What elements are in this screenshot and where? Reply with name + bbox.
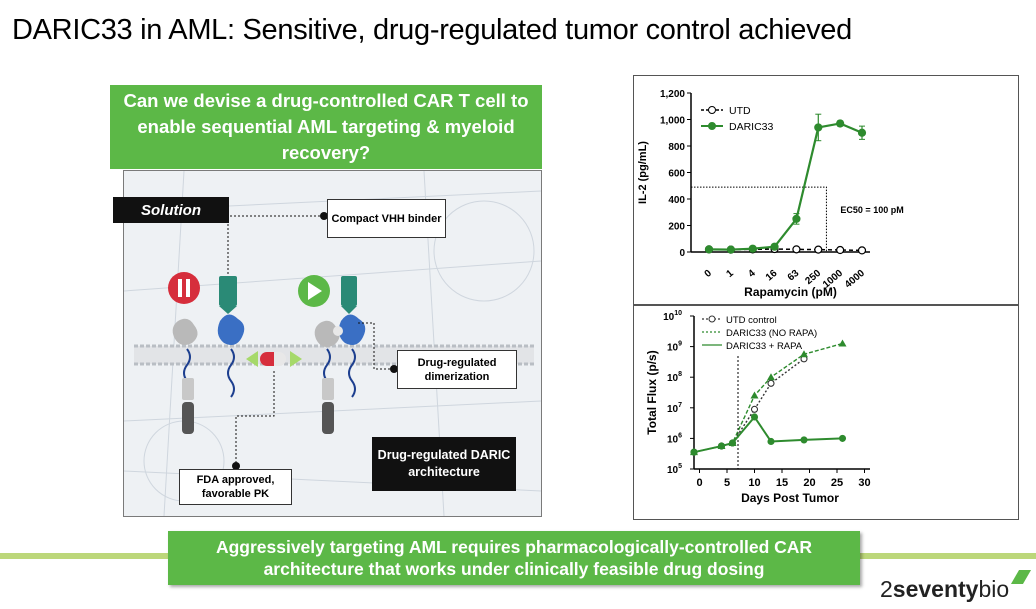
series-line (708, 122, 863, 251)
legend-label: DARIC33 (729, 121, 774, 133)
data-point (857, 246, 867, 255)
x-axis-label: Rapamycin (pM) (744, 285, 837, 299)
callout-fda-approved: FDA approved, favorable PK (179, 469, 292, 505)
y-tick-label: 109 (667, 341, 682, 354)
data-point (750, 391, 759, 399)
y-axis-label: Total Flux (p/s) (645, 350, 659, 434)
x-tick-label: 25 (831, 477, 843, 489)
data-point (857, 128, 867, 137)
legend-marker (708, 122, 716, 130)
y-tick-label: 107 (667, 402, 682, 415)
flux-chart-panel: 105 106 107 108 109 1010 0 5 10 15 20 25 30 Total Flu… (633, 305, 1019, 520)
ec50-guide (691, 186, 827, 252)
callout-vhh-binder: Compact VHH binder (327, 199, 446, 238)
legend-label: DARIC33 + RAPA (726, 341, 803, 352)
ec50-annotation: EC50 = 100 pM (840, 205, 903, 215)
x-tick-label: 20 (803, 477, 815, 489)
question-text: Can we devise a drug-controlled CAR T ce… (123, 90, 529, 163)
data-point (767, 373, 775, 381)
x-tick-label: 0 (696, 477, 702, 489)
data-point (792, 214, 801, 223)
x-tick-label: 0 (703, 268, 715, 280)
x-tick-label: 16 (764, 268, 780, 284)
legend-label: DARIC33 (NO RAPA) (726, 328, 817, 339)
y-tick-label: 600 (668, 169, 685, 180)
data-point (838, 339, 847, 347)
play-icon (298, 275, 330, 307)
x-tick-label: 1 (724, 268, 736, 280)
solution-label: Solution (113, 197, 229, 223)
y-tick-label: 0 (679, 248, 685, 259)
x-tick-label: 63 (786, 268, 802, 284)
x-tick-label: 4000 (843, 268, 867, 291)
y-tick-label: 800 (668, 142, 685, 153)
y-tick-label: 1,200 (660, 89, 685, 100)
y-tick-label: 200 (668, 222, 685, 233)
logo-slash-icon (1010, 570, 1032, 584)
data-point (814, 123, 823, 132)
y-tick-label: 1010 (663, 310, 682, 323)
data-point (767, 379, 775, 387)
data-point (836, 119, 845, 128)
x-tick-label: 10 (748, 477, 760, 489)
x-tick-label: 15 (776, 477, 788, 489)
data-point (748, 244, 757, 253)
pause-icon (168, 272, 200, 304)
x-tick-label: 5 (724, 477, 730, 489)
data-point (750, 405, 759, 413)
il2-chart-panel: 0 200 400 600 800 1,000 1,200 0 1 4 16 63 250 1000 400… (633, 75, 1019, 305)
company-logo: 2seventybio (880, 570, 1032, 603)
slide-title: DARIC33 in AML: Sensitive, drug-regulate… (12, 14, 852, 46)
x-tick-label: 30 (858, 477, 870, 489)
legend-label: UTD control (726, 315, 777, 326)
data-point (792, 245, 801, 254)
data-point (800, 350, 808, 358)
y-tick-label: 1,000 (660, 116, 685, 127)
data-point (726, 245, 735, 254)
logo-suffix: bio (978, 576, 1010, 602)
series-line (693, 358, 805, 453)
architecture-box: Drug-regulated DARIC architecture (372, 437, 516, 491)
data-point (836, 245, 845, 255)
legend-marker (708, 106, 716, 114)
data-point (690, 448, 698, 456)
series-line (693, 415, 843, 454)
y-tick-label: 105 (667, 463, 682, 476)
data-point (728, 439, 737, 447)
y-tick-label: 108 (667, 371, 682, 384)
question-banner: Can we devise a drug-controlled CAR T ce… (110, 85, 542, 169)
legend-marker (708, 315, 716, 323)
data-point (800, 436, 808, 444)
callout-dimerization: Drug-regulated dimerization (397, 350, 517, 389)
conclusion-banner: Aggressively targeting AML requires phar… (168, 531, 860, 585)
logo-bold: seventy (892, 576, 979, 602)
x-axis-label: Days Post Tumor (741, 491, 839, 505)
data-point (767, 437, 775, 446)
y-tick-label: 106 (667, 432, 682, 445)
conclusion-text: Aggressively targeting AML requires phar… (215, 537, 813, 579)
data-point (770, 242, 779, 251)
data-point (717, 442, 726, 450)
data-point (704, 245, 714, 254)
data-point (814, 245, 823, 254)
y-axis-label: IL-2 (pg/mL) (637, 141, 649, 204)
data-point (750, 413, 759, 421)
flux-chart: 105 106 107 108 109 1010 0 5 10 15 20 25 30 Total Flu… (645, 310, 871, 505)
data-point (838, 434, 847, 442)
rapamycin-capsule-icon (246, 351, 302, 367)
legend-label: UTD (729, 105, 751, 117)
x-tick-label: 4 (746, 268, 758, 280)
logo-prefix: 2 (880, 576, 893, 602)
y-tick-label: 400 (668, 195, 685, 206)
